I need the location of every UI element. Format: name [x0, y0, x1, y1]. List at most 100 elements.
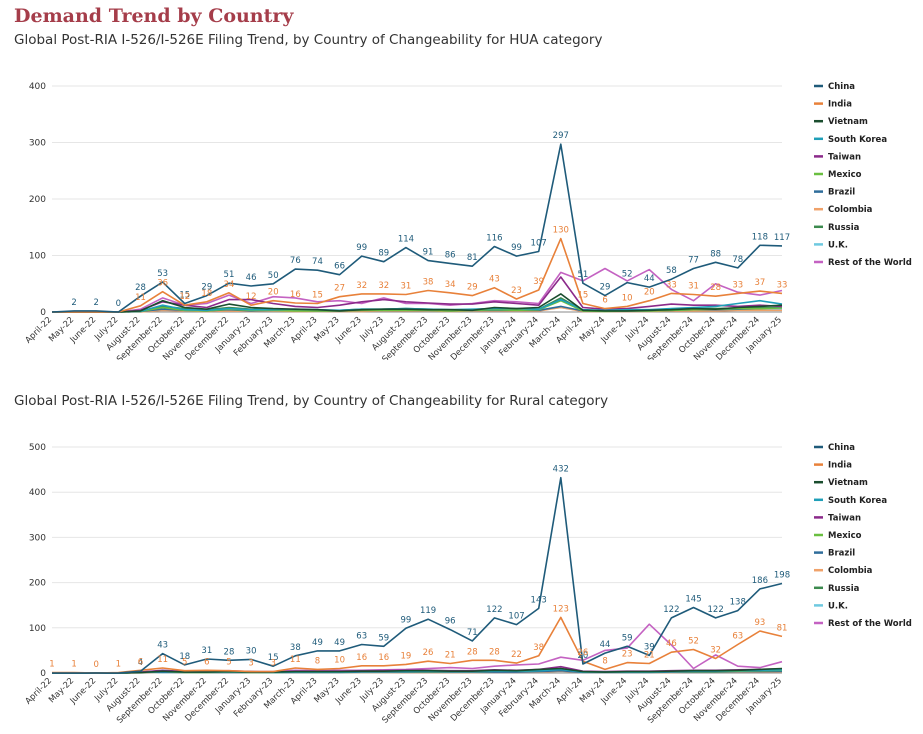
data-label-india: 26: [577, 648, 588, 658]
data-label-china: 66: [334, 262, 345, 272]
data-label-china: 15: [268, 653, 279, 663]
y-tick-label: 100: [29, 624, 46, 634]
data-label-india: 11: [290, 655, 301, 665]
legend-label-south-korea: South Korea: [828, 496, 887, 506]
data-label-china: 49: [312, 638, 323, 648]
data-label-india: 16: [356, 653, 367, 663]
data-label-china: 31: [201, 646, 212, 656]
data-label-india: 32: [356, 281, 367, 291]
data-label-india: 39: [533, 277, 544, 287]
data-label-india: 26: [423, 648, 434, 658]
data-label-china: 29: [201, 283, 212, 293]
data-label-india: 3: [248, 659, 253, 669]
data-label-india: 21: [644, 651, 655, 661]
data-label-china: 107: [531, 239, 547, 249]
data-label-china: 91: [423, 248, 434, 258]
data-label-india: 43: [489, 275, 500, 285]
data-label-china: 89: [378, 249, 389, 259]
data-label-india: 10: [334, 655, 345, 665]
data-label-india: 23: [622, 650, 633, 660]
data-label-china: 50: [268, 271, 279, 281]
data-label-india: 1: [71, 660, 76, 670]
data-label-china: 59: [622, 633, 633, 643]
data-label-india: 15: [577, 291, 588, 301]
data-label-india: 130: [553, 226, 569, 236]
data-label-china: 122: [486, 605, 502, 615]
data-label-india: 38: [533, 643, 544, 653]
hua-line-chart: 0100200300400April-22May-22June-22July-2…: [23, 82, 911, 360]
data-label-india: 33: [777, 280, 788, 290]
legend-label-rest-of-the-world: Rest of the World: [828, 619, 912, 629]
data-label-china: 81: [467, 253, 478, 263]
legend-label-colombia: Colombia: [828, 205, 873, 215]
data-label-china: 96: [445, 617, 456, 627]
data-label-india: 31: [401, 281, 412, 291]
data-label-india: 32: [710, 646, 721, 656]
data-label-india: 93: [754, 618, 765, 628]
legend-label-taiwan: Taiwan: [828, 152, 861, 162]
data-label-india: 8: [315, 656, 320, 666]
data-label-india: 123: [553, 604, 569, 614]
data-label-china: 63: [356, 632, 367, 642]
data-label-india: 31: [688, 281, 699, 291]
series-line-china: [51, 143, 783, 313]
legend-label-russia: Russia: [828, 223, 860, 233]
data-label-china: 53: [157, 269, 168, 279]
data-label-india: 81: [777, 623, 788, 633]
legend-label-vietnam: Vietnam: [828, 478, 868, 488]
y-tick-label: 300: [29, 533, 46, 543]
data-label-china: 78: [732, 255, 743, 265]
data-label-india: 1: [49, 660, 54, 670]
data-label-india: 22: [511, 650, 522, 660]
data-label-india: 27: [334, 284, 345, 294]
data-label-china: 44: [644, 274, 655, 284]
data-label-india: 28: [467, 647, 478, 657]
data-label-india: 36: [157, 279, 168, 289]
data-label-india: 1: [116, 660, 121, 670]
data-label-china: 198: [774, 571, 790, 581]
data-label-india: 19: [401, 651, 412, 661]
data-label-china: 107: [508, 612, 524, 622]
data-label-china: 114: [398, 235, 414, 245]
page-title: Demand Trend by Country: [14, 5, 294, 27]
series-line-china: [52, 476, 783, 674]
data-label-india: 15: [312, 291, 323, 301]
data-label-china: 38: [290, 643, 301, 653]
legend-label-china: China: [828, 443, 855, 453]
data-label-china: 71: [467, 628, 478, 638]
data-label-china: 86: [445, 250, 456, 260]
y-tick-label: 0: [40, 669, 46, 679]
data-label-india: 5: [182, 658, 187, 668]
legend-label-u-k: U.K.: [828, 240, 848, 250]
data-label-india: 20: [644, 288, 655, 298]
data-label-china: 18: [179, 652, 190, 662]
data-label-india: 12: [179, 292, 190, 302]
data-label-china: 44: [600, 640, 611, 650]
data-label-china: 432: [553, 465, 569, 475]
data-label-china: 15: [179, 291, 190, 301]
data-label-india: 34: [445, 280, 456, 290]
data-label-china: 28: [224, 647, 235, 657]
data-label-china: 0: [116, 299, 121, 309]
data-label-china: 52: [622, 270, 633, 280]
data-label-china: 122: [663, 605, 679, 615]
legend-label-brazil: Brazil: [828, 549, 855, 559]
data-label-china: 58: [666, 266, 677, 276]
data-label-india: 3: [271, 659, 276, 669]
data-label-china: 2: [71, 298, 76, 308]
legend-label-india: India: [828, 461, 852, 471]
data-label-china: 122: [708, 605, 724, 615]
data-label-china: 297: [553, 131, 569, 141]
data-label-china: 30: [246, 646, 257, 656]
y-tick-label: 400: [29, 82, 46, 92]
chart-title-hua: Global Post-RIA I-526/I-526E Filing Tren…: [14, 32, 603, 48]
data-label-india: 11: [135, 293, 146, 303]
y-tick-label: 500: [29, 443, 46, 453]
data-label-india: 16: [378, 653, 389, 663]
data-label-china: 186: [752, 576, 768, 586]
data-label-india: 28: [710, 283, 721, 293]
series-line-india: [52, 616, 783, 674]
data-label-india: 23: [511, 286, 522, 296]
data-label-china: 116: [486, 233, 502, 243]
data-label-china: 77: [688, 255, 699, 265]
